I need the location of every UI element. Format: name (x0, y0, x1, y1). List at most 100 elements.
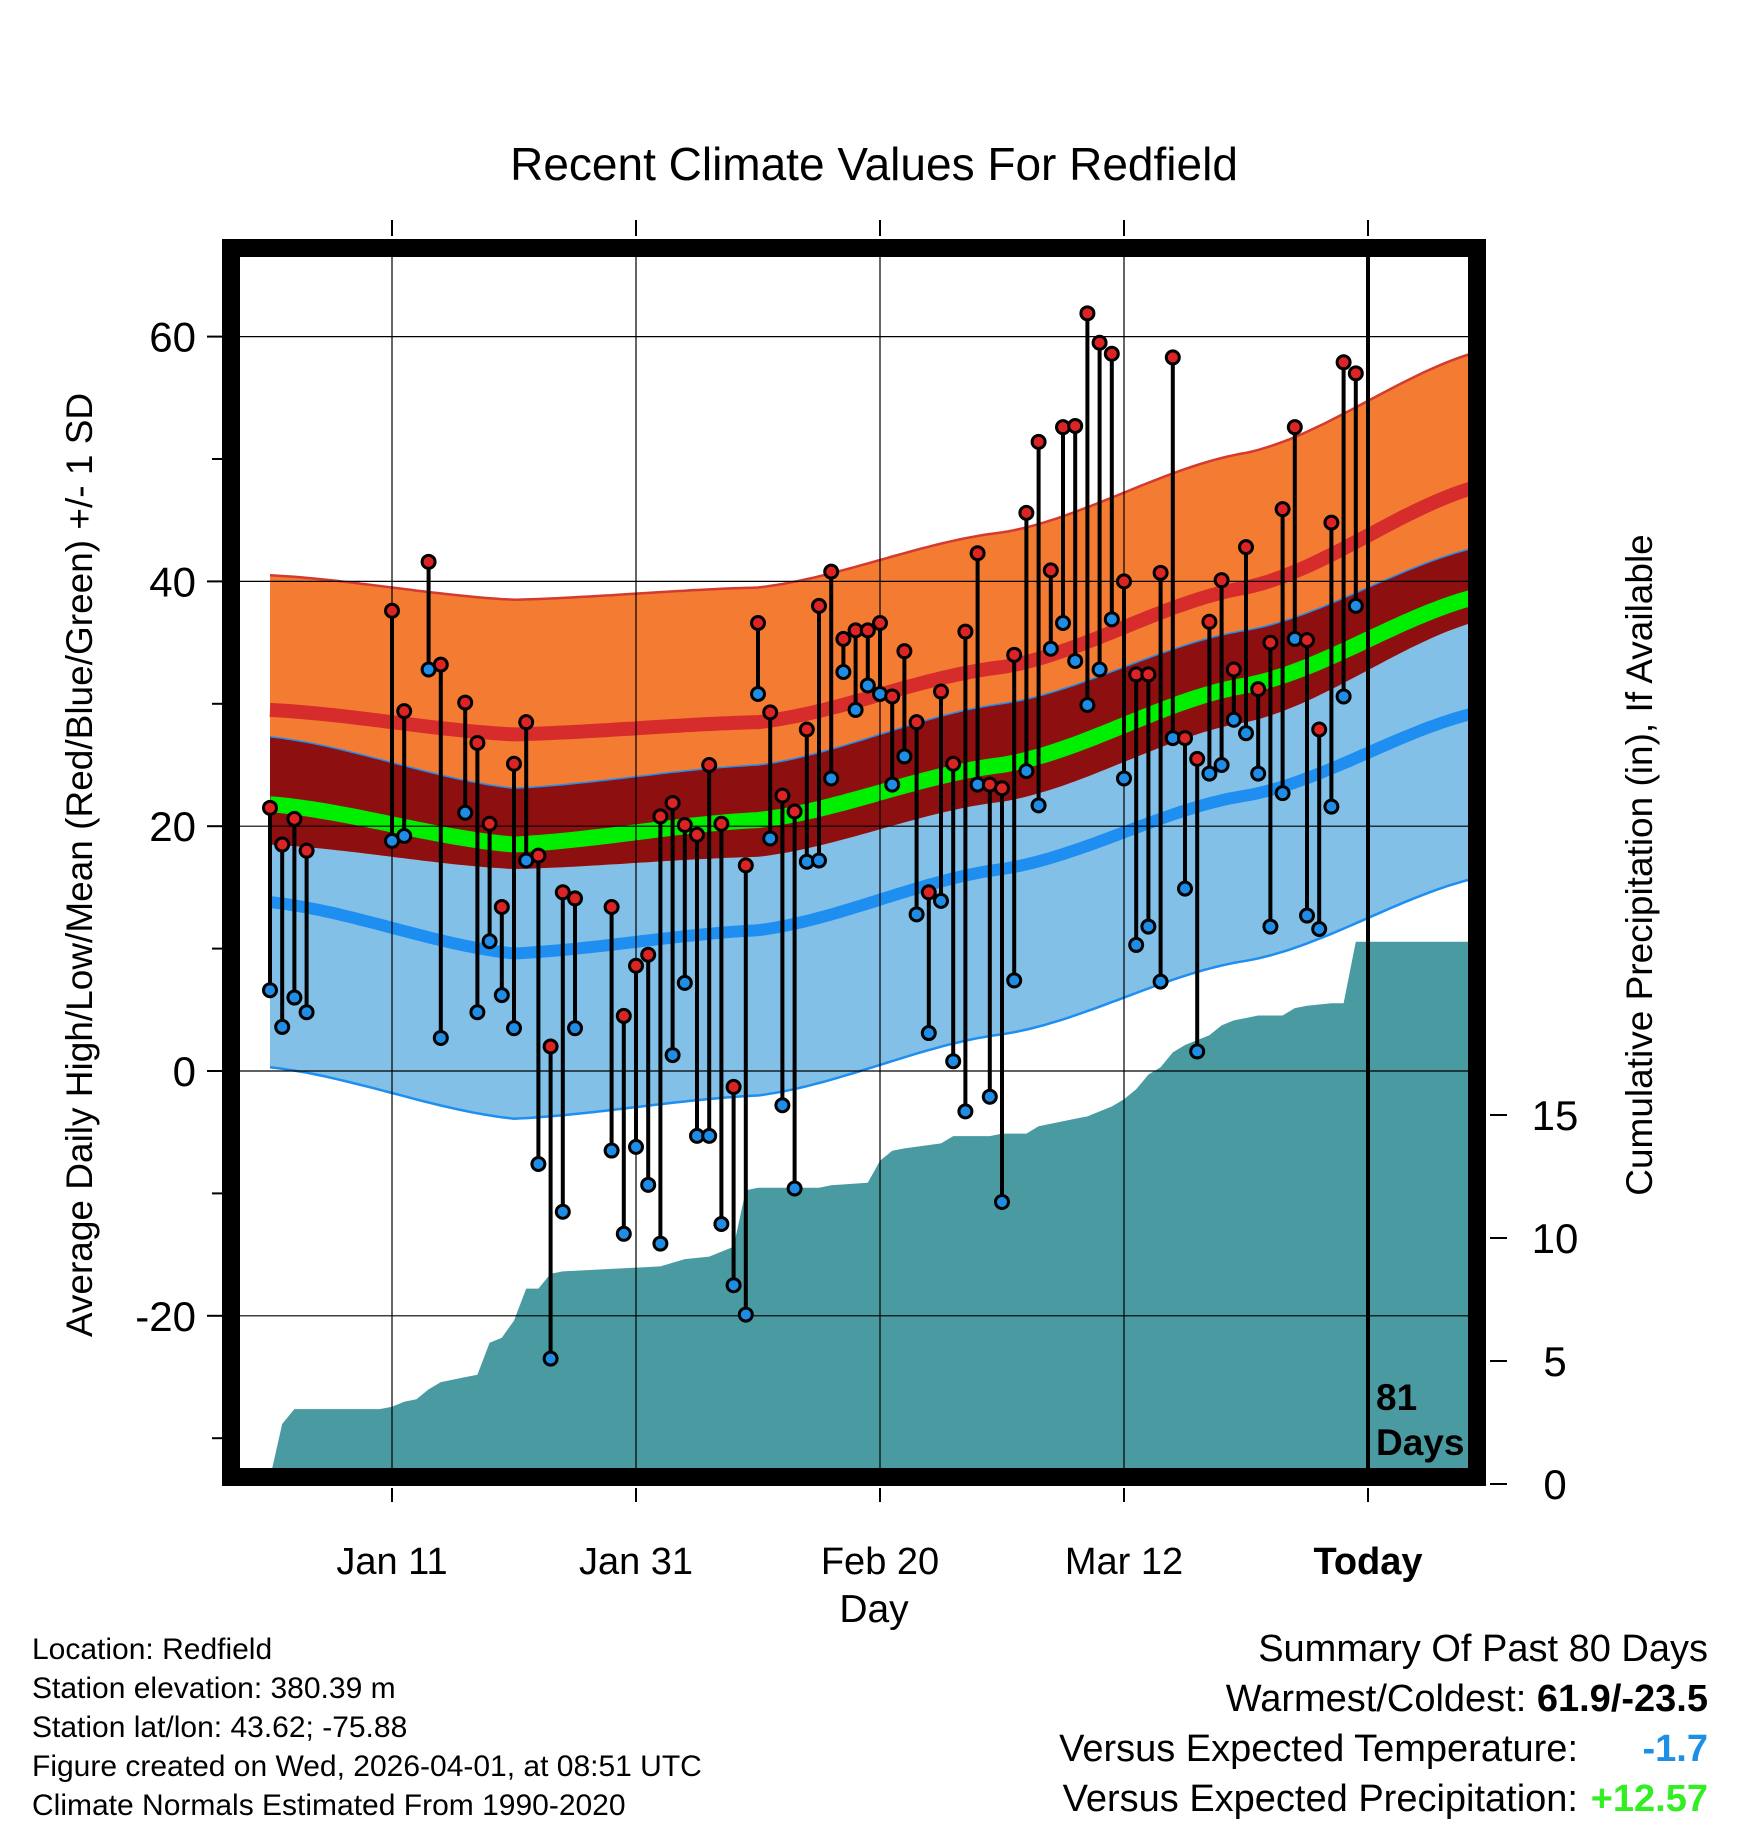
low-temp-point (603, 1142, 620, 1159)
high-temp-point (1311, 721, 1328, 738)
low-temp-point (884, 776, 901, 793)
x-tick-label: Jan 11 (336, 1541, 447, 1583)
low-temp-point (1152, 973, 1169, 990)
low-temp-point (432, 1029, 449, 1046)
x-axis-label: Day (839, 1588, 909, 1631)
y-axis-label: Average Daily High/Low/Mean (Red/Blue/Gr… (59, 393, 100, 1337)
high-temp-point (896, 643, 913, 660)
high-temp-point (969, 545, 986, 562)
chart-title: Recent Climate Values For Redfield (510, 138, 1238, 190)
y-tick-label: 40 (149, 558, 196, 605)
low-temp-point (920, 1025, 937, 1042)
high-temp-point (1116, 573, 1132, 590)
low-temp-point (652, 1235, 669, 1252)
high-temp-point (920, 884, 937, 901)
low-temp-point (1238, 725, 1254, 742)
low-temp-point (786, 1180, 803, 1197)
high-temp-point (1238, 539, 1254, 556)
x-tick-label: Feb 20 (821, 1541, 939, 1583)
low-temp-point (1323, 798, 1340, 815)
low-temp-point (945, 1053, 962, 1070)
low-temp-point (457, 804, 474, 821)
high-temp-point (1079, 305, 1096, 322)
low-temp-point (274, 1018, 291, 1035)
low-temp-point (298, 1004, 315, 1021)
high-temp-point (774, 787, 791, 804)
low-temp-point (713, 1216, 730, 1232)
low-temp-point (1055, 615, 1071, 632)
created-text: Figure created on Wed, 2026-04-01, at 08… (32, 1750, 702, 1783)
high-temp-point (274, 836, 291, 853)
low-temp-point (506, 1020, 522, 1037)
high-temp-point (1323, 514, 1340, 531)
high-temp-point (859, 622, 876, 639)
high-temp-point (457, 694, 474, 711)
low-temp-point (933, 892, 949, 909)
high-temp-point (957, 623, 974, 640)
low-temp-point (1042, 640, 1059, 657)
high-temp-point (652, 808, 669, 825)
low-temp-point (615, 1225, 632, 1242)
low-temp-point (1311, 921, 1328, 938)
warm-cold-label: Warmest/Coldest: (1225, 1678, 1527, 1720)
low-temp-point (1067, 652, 1084, 669)
low-temp-point (640, 1176, 657, 1193)
low-temp-point (1262, 918, 1279, 935)
high-temp-point (933, 683, 949, 700)
low-temp-point (957, 1103, 974, 1120)
high-temp-point (994, 780, 1010, 797)
high-temp-point (664, 794, 681, 811)
low-temp-point (481, 933, 498, 950)
low-temp-point (469, 1004, 486, 1021)
precip-value: +12.57 (1590, 1778, 1708, 1820)
low-temp-point (1177, 880, 1193, 897)
low-temp-point (1079, 697, 1096, 714)
low-temp-point (1006, 972, 1023, 989)
precipitation-area (270, 941, 1478, 1478)
high-temp-point (640, 946, 657, 963)
high-temp-point (1006, 646, 1023, 663)
low-temp-point (750, 686, 766, 703)
high-temp-point (396, 703, 413, 720)
low-temp-point (1213, 757, 1230, 773)
low-temp-point (1091, 661, 1108, 678)
high-temp-point (676, 816, 693, 833)
x-tick-label: Jan 31 (579, 1541, 693, 1583)
station-info: Location: Redfield Station elevation: 38… (32, 1630, 702, 1825)
low-temp-point (859, 677, 876, 694)
low-temp-point (847, 701, 864, 718)
high-temp-point (554, 884, 571, 901)
high-temp-point (1335, 354, 1352, 371)
warm-cold-value: 61.9/-23.5 (1536, 1678, 1708, 1720)
low-temp-point (567, 1020, 583, 1037)
low-temp-point (737, 1306, 754, 1323)
low-temp-point (1274, 785, 1291, 802)
low-temp-point (396, 827, 413, 844)
high-temp-point (420, 553, 437, 570)
high-temp-point (628, 957, 644, 974)
y-tick-label: 0 (173, 1048, 196, 1095)
low-temp-point (1201, 765, 1218, 782)
low-temp-point (835, 663, 852, 680)
low-temp-point (981, 1088, 998, 1105)
high-temp-point (908, 714, 925, 731)
high-temp-point (798, 721, 815, 738)
high-temp-point (384, 602, 400, 619)
high-temp-point (286, 810, 303, 827)
low-temp-point (774, 1097, 791, 1114)
y-tick-label: 60 (149, 314, 196, 361)
low-temp-point (628, 1138, 644, 1155)
high-temp-point (1177, 730, 1193, 747)
y2-tick-label: 15 (1532, 1092, 1579, 1139)
low-temp-point (676, 974, 693, 991)
low-temp-point (896, 748, 913, 765)
y-tick-label: -20 (135, 1293, 196, 1340)
high-temp-point (1262, 634, 1279, 651)
y-tick-label: 20 (149, 803, 196, 850)
high-temp-point (1201, 613, 1218, 630)
high-temp-point (884, 688, 901, 705)
high-temp-point (786, 803, 803, 820)
high-temp-point (518, 714, 535, 731)
